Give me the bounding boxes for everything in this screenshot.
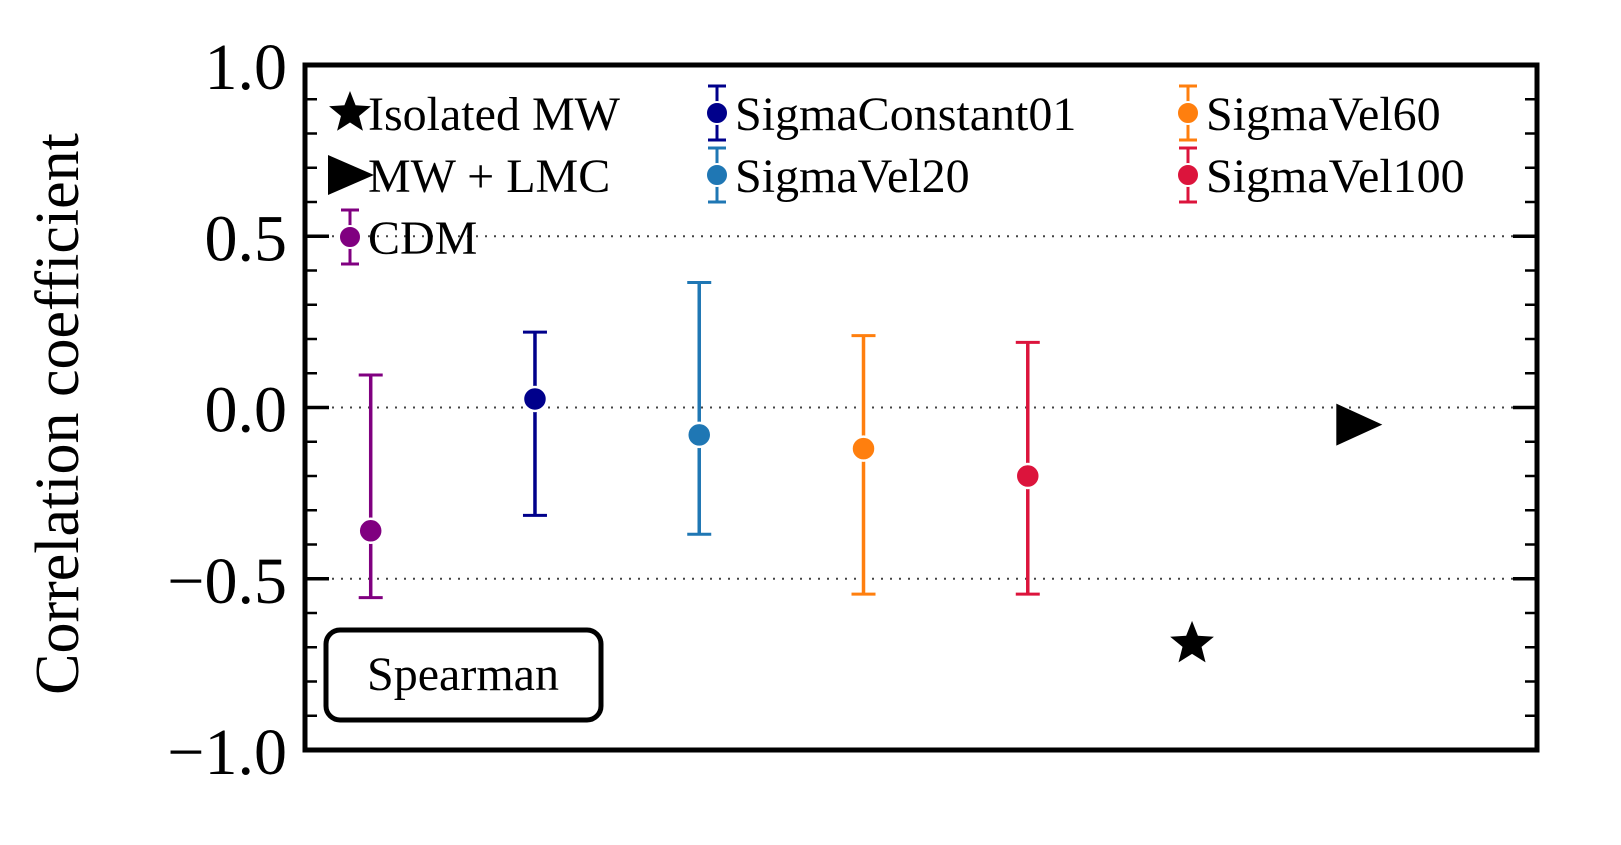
- legend-sigmavel60-label: SigmaVel60: [1206, 88, 1441, 141]
- data-points: [357, 280, 1383, 663]
- y-tick-label: 1.0: [205, 31, 288, 104]
- y-axis-label: Correlation coefficient: [24, 133, 92, 695]
- legend-mw-lmc-marker: [328, 155, 374, 195]
- sigmaconstant01-point: [521, 385, 549, 413]
- legend-cdm-marker: [338, 225, 362, 249]
- y-tick-label: 0.5: [205, 202, 288, 275]
- legend-sigmavel100-label: SigmaVel100: [1206, 150, 1465, 203]
- isolated-mw-point: [1170, 620, 1214, 663]
- legend-sigmavel100-marker: [1176, 163, 1200, 187]
- legend-sigmaconstant01-label: SigmaConstant01: [735, 88, 1076, 141]
- mw-lmc-point: [1336, 403, 1383, 446]
- legend-sigmaconstant01-marker: [705, 101, 729, 125]
- legend-cdm-label: CDM: [368, 212, 477, 265]
- legend-sigmavel60-marker: [1176, 101, 1200, 125]
- cdm-point: [357, 517, 384, 545]
- legend-isolated-mw-marker: [329, 91, 371, 131]
- sigmavel60-point: [850, 435, 877, 462]
- y-tick-label: −1.0: [167, 716, 287, 789]
- plot-frame: [302, 62, 1540, 753]
- y-tick-label: 0.0: [205, 374, 288, 447]
- annotation-label: Spearman: [367, 648, 559, 701]
- legend-isolated-mw-label: Isolated MW: [368, 88, 621, 141]
- legend-mw-lmc-label: MW + LMC: [368, 150, 610, 203]
- sigmavel100-point: [1014, 462, 1042, 490]
- legend-sigmavel20-marker: [705, 163, 729, 187]
- legend-sigmavel20-label: SigmaVel20: [735, 150, 970, 203]
- legend: Isolated MW SigmaConstant01 SigmaVel60 MW +…: [328, 84, 1465, 266]
- y-tick-labels: −1.0 −0.5 0.0 0.5 1.0: [167, 31, 287, 789]
- y-tick-label: −0.5: [167, 545, 287, 618]
- gridlines: [305, 235, 1537, 580]
- sigmavel20-point: [685, 421, 713, 449]
- annotation-box: Spearman: [323, 627, 604, 723]
- annotation-frame: [323, 627, 604, 723]
